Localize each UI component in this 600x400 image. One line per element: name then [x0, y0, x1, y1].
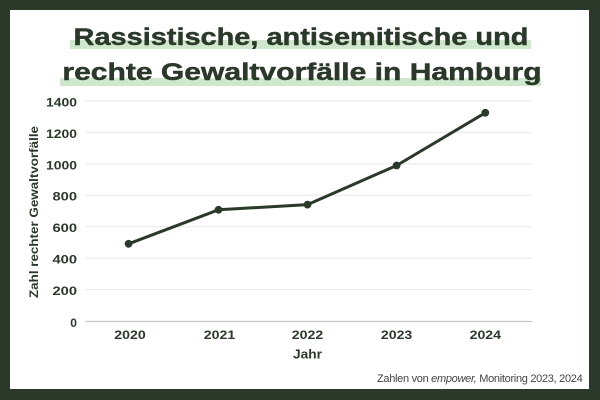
svg-text:1200: 1200: [46, 127, 77, 141]
svg-text:2024: 2024: [470, 328, 502, 342]
svg-text:600: 600: [53, 221, 78, 235]
svg-text:200: 200: [53, 284, 78, 298]
svg-text:1000: 1000: [46, 158, 77, 172]
svg-text:800: 800: [53, 190, 78, 204]
svg-text:2022: 2022: [292, 328, 324, 342]
svg-text:400: 400: [53, 253, 78, 267]
svg-text:2023: 2023: [381, 328, 413, 342]
svg-text:2021: 2021: [204, 328, 236, 342]
svg-text:2020: 2020: [114, 328, 146, 342]
svg-text:Zahl rechter Gewaltvorfälle: Zahl rechter Gewaltvorfälle: [27, 126, 41, 298]
svg-text:Jahr: Jahr: [293, 348, 322, 362]
svg-text:0: 0: [70, 316, 77, 330]
svg-text:1400: 1400: [46, 95, 77, 109]
